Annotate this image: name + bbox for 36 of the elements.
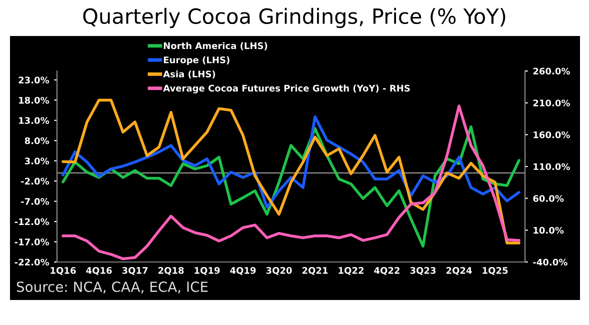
y-tick-label: -22.0% xyxy=(14,258,50,266)
y2-tick-label: -40.0% xyxy=(533,258,568,266)
x-tick-label: 4Q16 xyxy=(86,267,112,276)
x-tick-label: 3Q17 xyxy=(122,267,148,276)
y2-tick-label: 60.0% xyxy=(533,195,564,202)
y-tick-label: 3.0% xyxy=(24,158,50,164)
x-tick-label: 4Q22 xyxy=(374,267,400,276)
x-tick-label: 1Q22 xyxy=(338,267,364,276)
x-tick-label: 1Q25 xyxy=(482,267,508,276)
y-tick-label: -17.0% xyxy=(14,238,50,246)
legend-label: Europe (LHS) xyxy=(164,56,230,66)
y-tick-label: 18.0% xyxy=(19,96,50,104)
y2-tick-label: 10.0% xyxy=(534,226,564,234)
x-tick-label: 4Q19 xyxy=(230,267,256,276)
x-tick-label: 2Q24 xyxy=(446,267,472,276)
x-tick-label: 2Q18 xyxy=(158,267,184,276)
legend-label: Average Cocoa Futures Price Growth (YoY) - RHS xyxy=(163,84,410,94)
y-tick-label: 23.0% xyxy=(18,76,50,84)
x-tick-label: 1Q19 xyxy=(194,267,220,276)
chart-title: Quarterly Cocoa Grindings, Price (% YoY) xyxy=(83,8,506,28)
y-tick-label: -12.0% xyxy=(14,218,50,226)
y-tick-label: -2.0% xyxy=(21,178,50,185)
x-tick-label: 1Q16 xyxy=(50,267,76,276)
legend-label: North America (LHS) xyxy=(164,42,268,50)
y2-tick-label: 160.0% xyxy=(534,131,570,138)
x-tick-label: 3Q20 xyxy=(266,267,292,276)
y-tick-label: -7.0% xyxy=(21,198,50,205)
y-tick-label: 13.0% xyxy=(19,117,50,124)
source-note: Source: NCA, CAA, ECA, ICE xyxy=(16,282,208,294)
y2-tick-label: 110.0% xyxy=(534,163,570,170)
legend-label: Asia (LHS) xyxy=(163,70,216,78)
y2-tick-label: 260.0% xyxy=(533,68,570,75)
y2-tick-label: 210.0% xyxy=(533,100,570,106)
y-tick-label: 8.0% xyxy=(24,137,50,144)
x-tick-label: 2Q21 xyxy=(302,267,328,276)
x-tick-label: 3Q23 xyxy=(410,267,436,276)
